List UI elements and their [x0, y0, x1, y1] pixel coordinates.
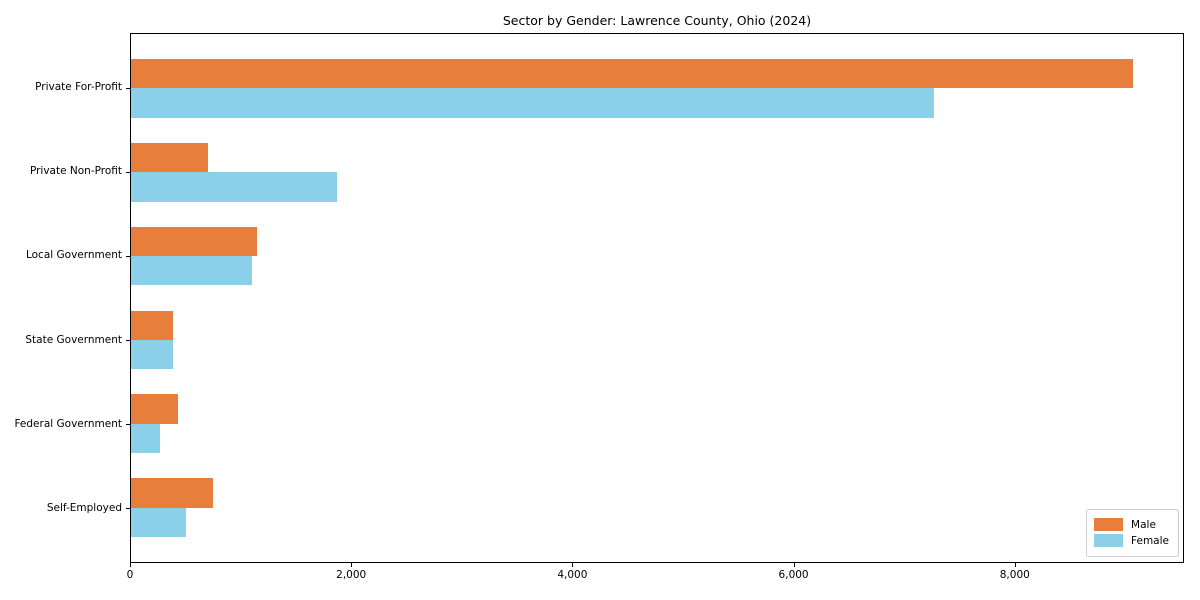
legend-swatch-female — [1094, 534, 1124, 547]
x-tick-mark — [130, 563, 131, 567]
x-tick-mark — [1014, 563, 1016, 567]
x-tick-label: 8,000 — [999, 569, 1030, 581]
bar-male-self-employed — [131, 478, 213, 508]
y-tick-mark — [126, 87, 130, 89]
bar-male-federal-government — [131, 394, 179, 424]
y-axis-label-private-non-profit: Private Non-Profit — [29, 165, 122, 178]
y-tick-mark — [126, 508, 130, 510]
y-tick-mark — [126, 340, 130, 342]
bar-female-state-government — [131, 339, 174, 370]
plot-area: Male Female — [130, 33, 1184, 563]
bar-female-local-government — [131, 256, 253, 286]
chart-title: Sector by Gender: Lawrence County, Ohio … — [502, 13, 812, 28]
x-tick-label: 6,000 — [778, 569, 809, 581]
legend-item-female: Female — [1094, 534, 1169, 547]
y-axis-label-self-employed: Self-Employed — [46, 501, 122, 514]
bar-female-private-non-profit — [131, 172, 338, 202]
bar-male-state-government — [131, 310, 173, 340]
bar-male-private-for-profit — [131, 59, 1134, 89]
legend-label: Male — [1131, 518, 1156, 531]
x-tick-label: 0 — [126, 569, 134, 581]
y-tick-mark — [126, 255, 130, 257]
y-axis-label-federal-government: Federal Government — [14, 417, 122, 430]
legend-item-male: Male — [1094, 518, 1169, 531]
bar-female-federal-government — [131, 423, 160, 454]
y-axis-label-state-government: State Government — [25, 333, 122, 346]
legend-label: Female — [1131, 534, 1169, 547]
bar-male-private-non-profit — [131, 142, 209, 173]
bar-female-private-for-profit — [131, 88, 934, 118]
legend: Male Female — [1086, 509, 1179, 557]
y-axis-label-private-for-profit: Private For-Profit — [35, 81, 122, 94]
x-tick-mark — [572, 563, 574, 567]
y-tick-mark — [126, 424, 130, 426]
bar-female-self-employed — [131, 507, 187, 537]
legend-swatch-male — [1094, 518, 1124, 531]
x-tick-label: 4,000 — [557, 569, 588, 581]
bar-male-local-government — [131, 226, 257, 257]
y-tick-mark — [126, 171, 130, 173]
x-tick-mark — [793, 563, 795, 567]
y-axis-label-local-government: Local Government — [25, 249, 122, 262]
x-tick-label: 2,000 — [336, 569, 367, 581]
x-tick-mark — [351, 563, 353, 567]
